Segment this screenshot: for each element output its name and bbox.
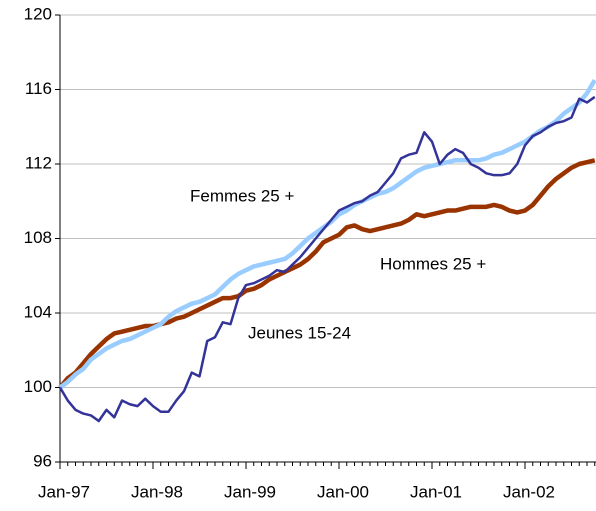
y-tick-label: 108 bbox=[24, 228, 52, 247]
x-tick-label: Jan-98 bbox=[131, 482, 183, 501]
series-line bbox=[58, 158, 596, 389]
x-tick-label: Jan-99 bbox=[224, 482, 276, 501]
series-line bbox=[58, 95, 596, 423]
y-tick-label: 104 bbox=[24, 302, 52, 321]
series-label: Femmes 25 + bbox=[190, 186, 294, 205]
series-label: Jeunes 15-24 bbox=[248, 323, 351, 342]
x-tick-label: Jan-97 bbox=[38, 482, 90, 501]
x-tick-label: Jan-01 bbox=[410, 482, 462, 501]
y-tick-label: 112 bbox=[25, 153, 52, 172]
y-tick-label: 116 bbox=[25, 79, 52, 98]
series-label: Hommes 25 + bbox=[380, 254, 486, 273]
y-tick-label: 100 bbox=[24, 377, 52, 396]
y-tick-label: 96 bbox=[33, 451, 52, 470]
y-tick-label: 120 bbox=[24, 4, 52, 23]
x-tick-label: Jan-00 bbox=[317, 482, 369, 501]
x-tick-label: Jan-02 bbox=[503, 482, 555, 501]
